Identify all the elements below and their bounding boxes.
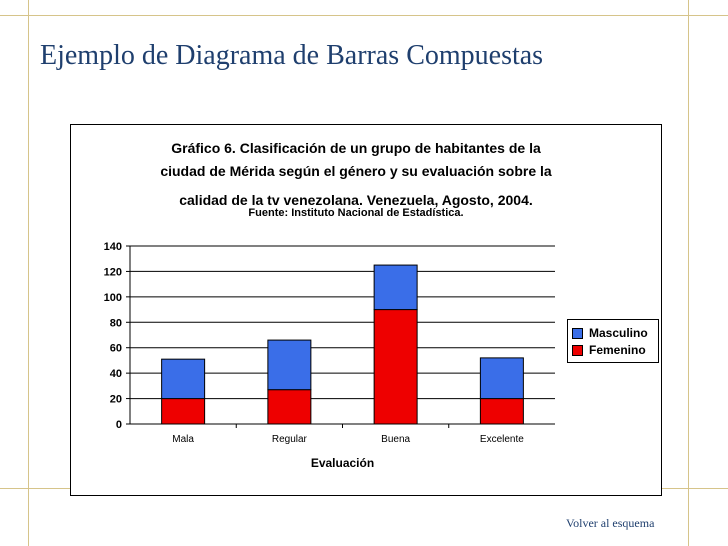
chart-subtitle: Fuente: Instituto Nacional de Estadístic…	[248, 207, 464, 219]
bar-femenino	[479, 398, 524, 425]
legend-item-masculino: Masculino	[572, 325, 648, 341]
x-tick-label: Excelente	[480, 434, 524, 445]
bar-femenino	[267, 389, 312, 425]
bar-masculino	[161, 358, 206, 400]
legend-swatch-femenino	[572, 344, 583, 356]
y-tick-label: 100	[104, 292, 122, 304]
legend-label-femenino: Femenino	[589, 343, 646, 357]
bar-masculino	[267, 339, 312, 391]
chart-title: Gráfico 6. Clasificación de un grupo de …	[131, 137, 581, 212]
y-tick-label: 40	[110, 368, 122, 380]
legend-item-femenino: Femenino	[572, 342, 646, 358]
back-to-outline-link[interactable]: Volver al esquema	[566, 516, 655, 530]
chart-title-line-2: ciudad de Mérida según el género y su ev…	[160, 163, 552, 179]
x-tick-label: Mala	[172, 434, 194, 445]
chart-title-line-3: calidad de la tv venezolana. Venezuela, …	[179, 192, 533, 208]
top-border-line	[0, 15, 728, 16]
y-tick-label: 80	[110, 317, 122, 329]
right-border-line	[688, 0, 689, 546]
legend-swatch-masculino	[572, 327, 583, 339]
y-tick-label: 140	[104, 241, 122, 253]
bar-masculino	[373, 264, 418, 311]
chart-title-line-1: Gráfico 6. Clasificación de un grupo de …	[171, 140, 541, 156]
bar-femenino	[161, 398, 206, 425]
bar-masculino	[479, 357, 524, 400]
chart-legend: Masculino Femenino	[567, 319, 659, 363]
legend-label-masculino: Masculino	[589, 326, 648, 340]
x-tick-label: Buena	[381, 434, 410, 445]
left-border-line	[28, 0, 29, 546]
slide-title: Ejemplo de Diagrama de Barras Compuestas	[40, 40, 544, 71]
y-tick-label: 20	[110, 394, 122, 406]
x-axis-title: Evaluación	[311, 456, 374, 470]
y-tick-label: 120	[104, 266, 122, 278]
chart-frame: Gráfico 6. Clasificación de un grupo de …	[70, 124, 662, 496]
y-tick-label: 0	[116, 419, 122, 431]
bar-femenino	[373, 309, 418, 425]
x-tick-label: Regular	[272, 434, 308, 445]
y-tick-label: 60	[110, 343, 122, 355]
stacked-bar-chart: 0 20 40 60 80 100 120 140 Mala Regular Buena Excele…	[104, 241, 555, 470]
